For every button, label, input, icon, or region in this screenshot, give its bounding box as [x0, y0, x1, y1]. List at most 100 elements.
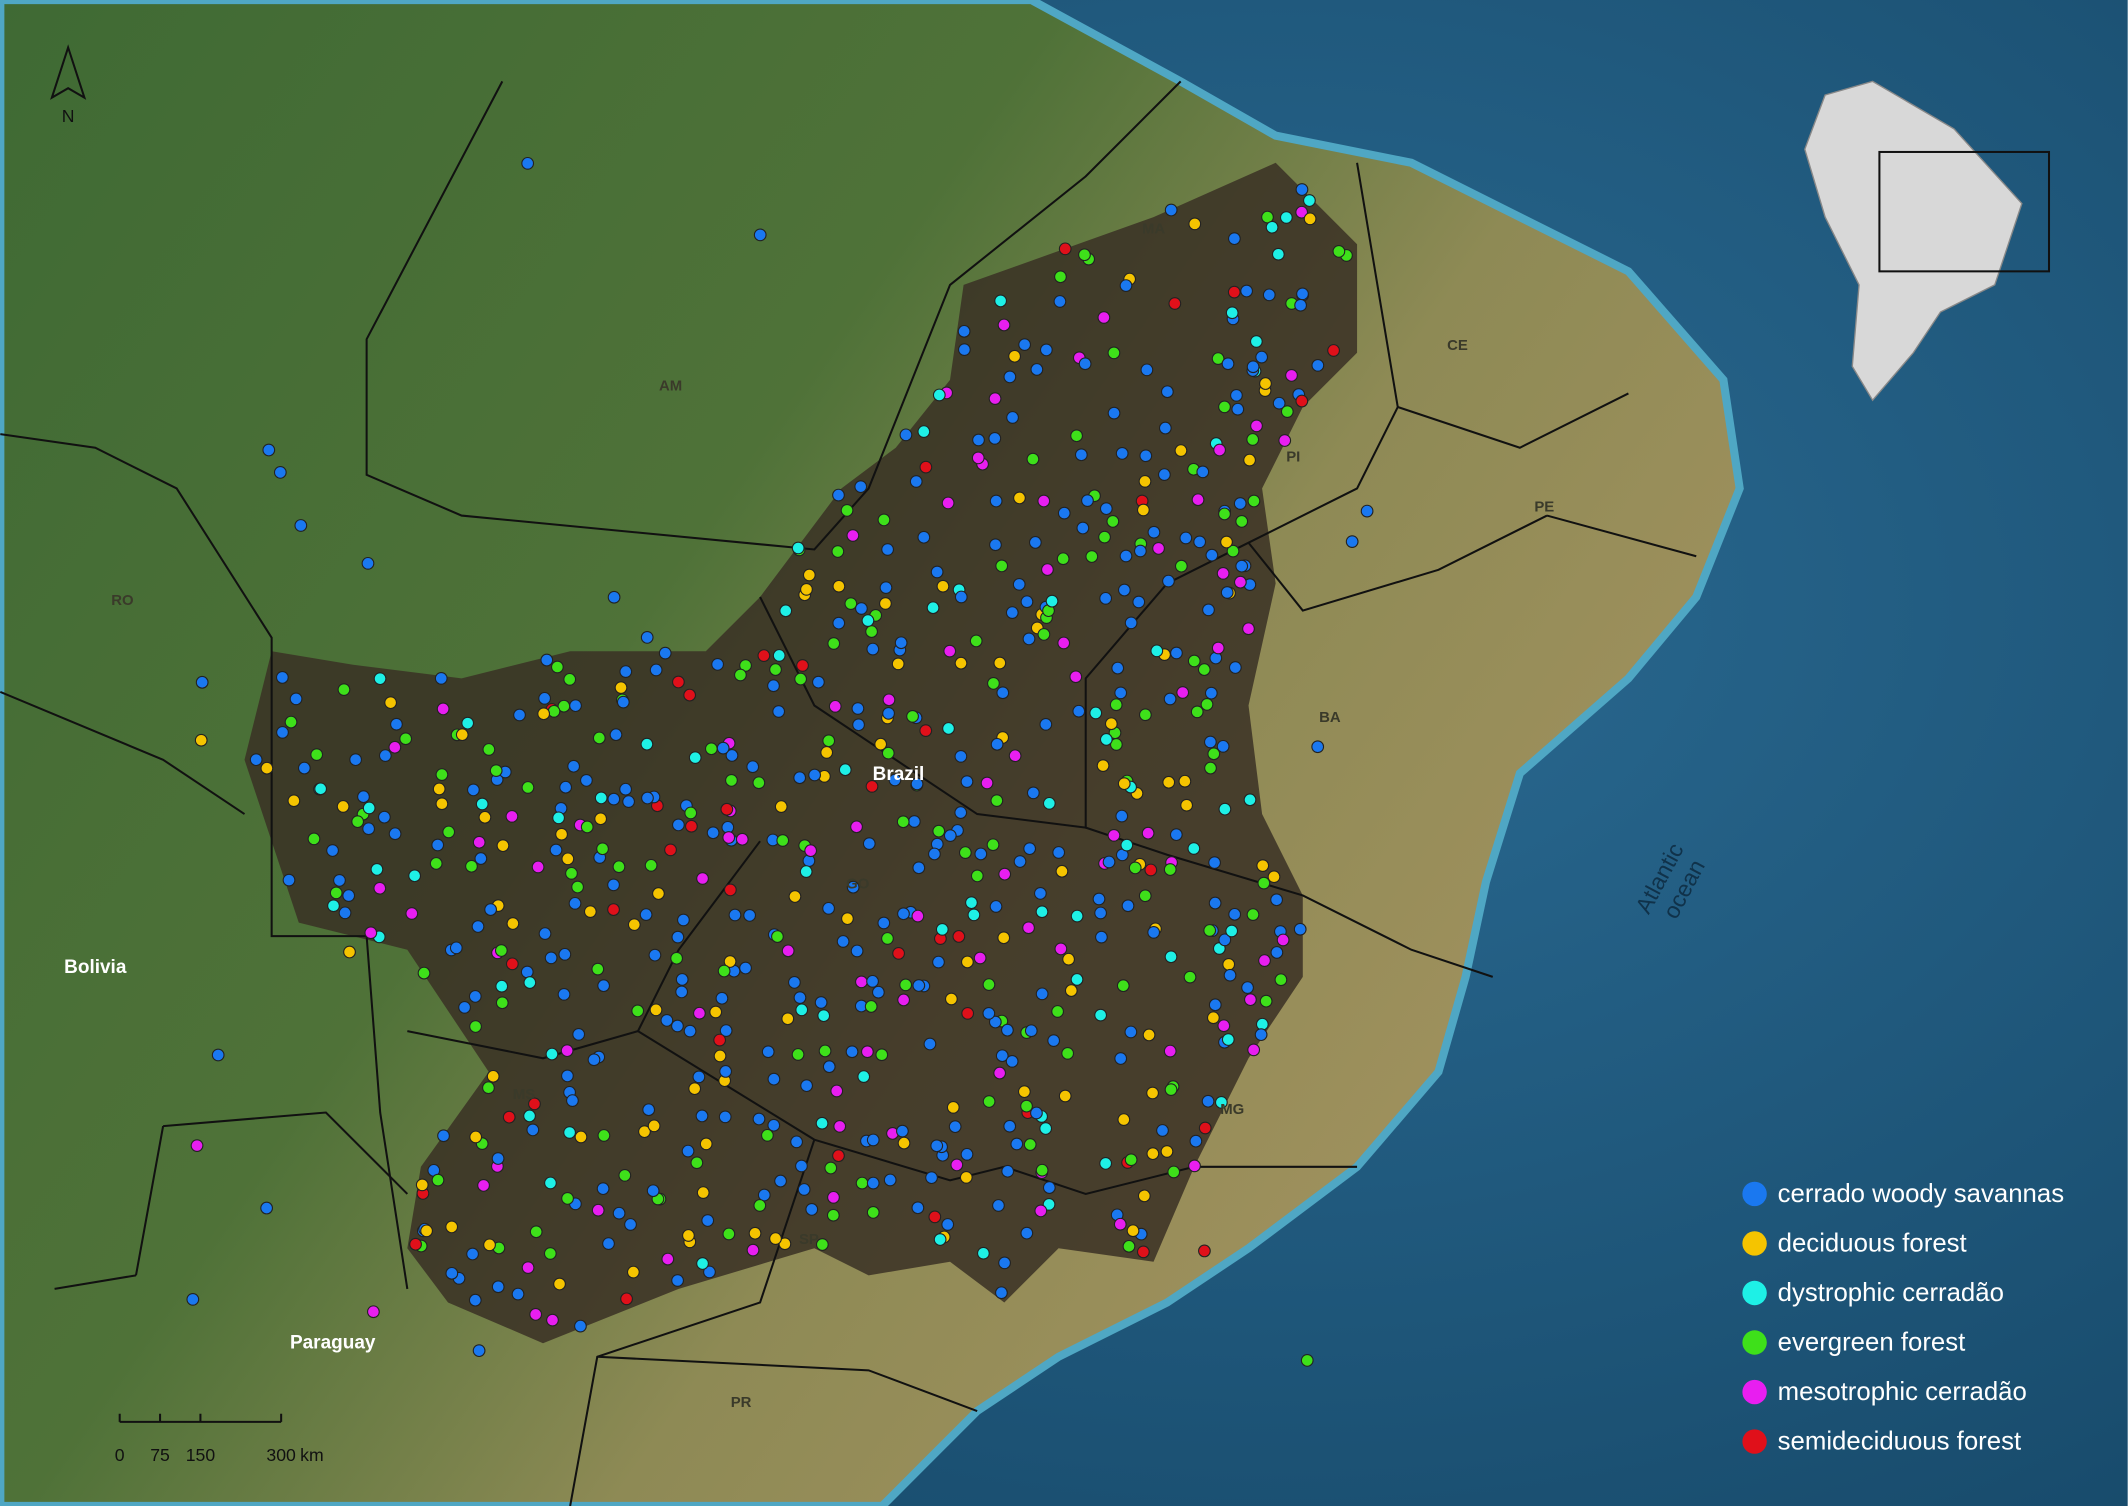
site-marker [892, 947, 905, 960]
site-marker [995, 1286, 1008, 1300]
site-marker [1190, 705, 1204, 719]
site-marker [495, 996, 509, 1010]
site-marker [1115, 447, 1129, 460]
site-marker [861, 1045, 874, 1059]
site-marker [432, 782, 446, 796]
site-marker [639, 908, 653, 921]
site-marker [958, 343, 971, 357]
site-marker [1136, 1245, 1150, 1259]
site-marker [797, 1183, 811, 1196]
site-marker [337, 683, 351, 697]
site-marker [701, 1214, 715, 1227]
site-marker [591, 1203, 605, 1217]
site-marker [574, 1319, 587, 1333]
site-marker [1099, 591, 1113, 605]
site-marker [1139, 449, 1153, 463]
site-marker [969, 634, 983, 648]
site-marker [950, 1158, 964, 1172]
site-marker [343, 945, 356, 959]
site-marker [926, 601, 940, 615]
site-marker [1078, 248, 1091, 262]
site-marker [1244, 993, 1257, 1007]
site-marker [857, 1070, 871, 1083]
site-marker [675, 985, 689, 999]
site-marker [1008, 349, 1021, 363]
site-marker [827, 637, 841, 650]
site-marker [1042, 1198, 1056, 1211]
site-marker [992, 1199, 1005, 1212]
site-marker [1102, 855, 1116, 869]
country-label: Brazil [873, 764, 925, 785]
site-marker [1311, 358, 1325, 372]
site-marker [559, 780, 573, 794]
site-marker [882, 707, 895, 720]
site-marker [1279, 211, 1293, 224]
site-marker [1183, 970, 1197, 984]
site-marker [520, 965, 534, 979]
north-arrow: N [50, 44, 87, 126]
site-marker [640, 737, 654, 751]
site-marker [879, 581, 893, 594]
legend-label: dystrophic cerradão [1778, 1279, 2004, 1307]
site-marker [788, 976, 801, 989]
site-marker [1247, 494, 1261, 508]
site-marker [1218, 400, 1231, 414]
site-marker [583, 905, 597, 918]
site-marker [855, 1176, 869, 1190]
site-marker [866, 1176, 880, 1190]
site-marker [484, 903, 498, 916]
site-marker [260, 761, 274, 775]
site-marker [607, 590, 621, 604]
site-marker [1107, 406, 1121, 420]
site-marker [1203, 924, 1217, 937]
site-marker [362, 801, 376, 815]
site-marker [728, 908, 742, 922]
site-marker [1034, 887, 1047, 900]
site-marker [795, 1003, 809, 1017]
site-marker [774, 1174, 787, 1188]
site-marker [1162, 574, 1175, 588]
site-marker [832, 488, 845, 502]
site-marker [946, 1101, 960, 1114]
site-marker [1204, 761, 1217, 775]
site-marker [607, 878, 620, 892]
site-marker [475, 797, 489, 811]
site-marker [919, 460, 933, 474]
site-marker [1228, 232, 1241, 246]
site-marker [549, 843, 563, 857]
site-marker [791, 541, 805, 555]
site-marker [1137, 1189, 1151, 1203]
site-marker [1124, 1025, 1138, 1039]
site-marker [472, 835, 486, 849]
site-marker [1221, 357, 1235, 371]
site-marker [571, 880, 584, 894]
site-marker [357, 790, 370, 804]
legend-swatch [1742, 1181, 1767, 1207]
site-marker [409, 1237, 422, 1251]
site-marker [561, 1069, 574, 1083]
legend-label: cerrado woody savannas [1778, 1180, 2064, 1208]
site-marker [866, 642, 880, 656]
site-marker [1258, 954, 1271, 967]
site-marker [1070, 973, 1084, 986]
site-marker [1140, 363, 1154, 377]
site-marker [1164, 950, 1178, 964]
site-marker [1228, 661, 1242, 674]
site-marker [1061, 1047, 1075, 1060]
site-marker [1255, 350, 1269, 364]
site-marker [1078, 357, 1092, 371]
site-marker [1217, 1019, 1231, 1033]
site-marker [982, 1095, 996, 1108]
site-marker [1106, 515, 1120, 528]
site-marker [1162, 775, 1176, 789]
site-marker [881, 932, 894, 945]
site-marker [1023, 1138, 1037, 1151]
site-marker [954, 590, 968, 604]
site-marker [420, 1224, 433, 1238]
site-marker [746, 760, 760, 774]
site-marker [722, 831, 736, 844]
site-marker [1200, 698, 1214, 711]
site-marker [1094, 906, 1108, 920]
region-label: MG [1220, 1101, 1244, 1118]
site-marker [725, 774, 738, 787]
